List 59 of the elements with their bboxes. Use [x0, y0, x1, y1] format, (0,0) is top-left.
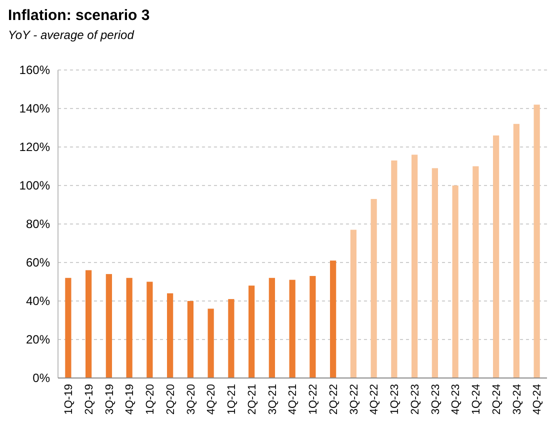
bar — [248, 286, 255, 378]
y-tick-label: 40% — [26, 294, 50, 308]
x-tick-label: 2Q-19 — [83, 384, 96, 415]
x-tick-label: 3Q-21 — [266, 384, 279, 415]
x-tick-label: 1Q-20 — [144, 384, 157, 415]
x-tick-label: 4Q-23 — [450, 384, 462, 415]
bar — [310, 276, 316, 378]
bar — [452, 186, 458, 378]
y-tick-label: 120% — [19, 140, 50, 154]
bar — [187, 301, 194, 378]
bar — [493, 135, 500, 378]
bar — [412, 154, 418, 378]
bar — [391, 160, 398, 378]
x-tick-label: 4Q-21 — [287, 384, 300, 415]
x-tick-label: 4Q-20 — [206, 384, 218, 415]
x-tick-label: 4Q-22 — [368, 384, 381, 415]
x-tick-label: 2Q-20 — [164, 384, 177, 415]
bar — [208, 308, 214, 378]
x-tick-label: 1Q-22 — [308, 384, 320, 415]
bar — [472, 166, 479, 378]
x-tick-label: 4Q-24 — [532, 384, 544, 415]
y-tick-label: 140% — [19, 102, 50, 116]
bar — [126, 278, 132, 378]
x-tick-label: 3Q-24 — [511, 384, 524, 415]
x-tick-label: 2Q-21 — [246, 384, 258, 415]
x-tick-label: 3Q-20 — [185, 384, 198, 415]
x-tick-label: 1Q-19 — [63, 384, 76, 415]
bar — [432, 168, 438, 378]
x-tick-label: 3Q-23 — [430, 384, 442, 415]
y-tick-label: 60% — [26, 256, 50, 270]
y-tick-label: 100% — [19, 178, 50, 193]
y-tick-label: 160% — [19, 63, 50, 78]
x-tick-label: 1Q-21 — [226, 384, 238, 415]
chart-subtitle: YoY - average of period — [8, 28, 134, 42]
x-tick-label: 2Q-24 — [490, 384, 503, 415]
bar — [228, 299, 234, 378]
x-tick-label: 2Q-22 — [328, 384, 340, 415]
x-tick-label: 2Q-23 — [409, 384, 422, 415]
x-tick-label: 4Q-19 — [124, 384, 136, 415]
x-tick-label: 3Q-22 — [348, 384, 360, 415]
bar — [268, 278, 275, 378]
bar — [534, 104, 540, 378]
x-tick-label: 1Q-24 — [470, 384, 483, 415]
bar — [289, 280, 296, 378]
bar — [167, 293, 174, 378]
bar — [146, 282, 153, 378]
bar — [106, 274, 112, 378]
bar — [65, 278, 72, 378]
x-tick-label: 3Q-19 — [104, 384, 116, 415]
bar — [370, 198, 377, 378]
y-tick-label: 80% — [26, 217, 50, 232]
bar — [513, 124, 520, 378]
x-tick-label: 1Q-23 — [389, 384, 402, 415]
y-tick-label: 0% — [32, 371, 50, 386]
bar — [330, 260, 336, 378]
bar — [86, 270, 92, 378]
chart-title: Inflation: scenario 3 — [8, 7, 150, 24]
y-tick-label: 20% — [26, 332, 50, 347]
bar — [350, 230, 356, 378]
